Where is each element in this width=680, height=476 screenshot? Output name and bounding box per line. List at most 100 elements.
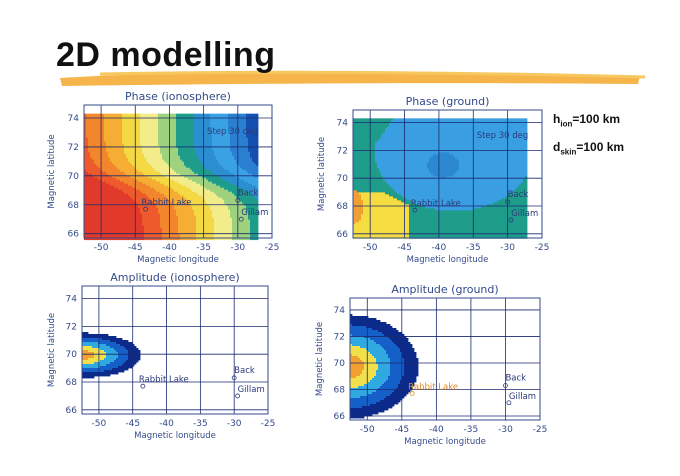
heatmap-cell [228, 191, 231, 195]
heatmap-cell [218, 227, 221, 231]
heatmap-cell [86, 197, 89, 201]
heatmap-cell [90, 171, 93, 175]
heatmap-cell [160, 149, 163, 153]
heatmap-cell [158, 135, 161, 139]
heatmap-cell [110, 191, 113, 195]
heatmap-cell [118, 121, 121, 125]
heatmap-cell [94, 143, 97, 147]
heatmap-cell [236, 177, 239, 181]
heatmap-cell [118, 197, 121, 201]
heatmap-cell [180, 229, 183, 233]
heatmap-cell [234, 169, 237, 173]
heatmap-cell [224, 143, 227, 147]
heatmap-cell [208, 147, 211, 151]
heatmap-cell [110, 229, 113, 233]
heatmap-cell [122, 157, 125, 161]
heatmap-cell [164, 155, 167, 159]
heatmap-cell [156, 135, 159, 139]
heatmap-cell [154, 139, 157, 143]
heatmap-cell [158, 161, 161, 165]
heatmap-cell [212, 173, 215, 177]
heatmap-cell [208, 169, 211, 173]
heatmap-cell [214, 233, 217, 237]
heatmap-cell [160, 227, 163, 231]
heatmap-cell [110, 231, 113, 235]
heatmap-cell [228, 161, 231, 165]
heatmap-cell [126, 223, 129, 227]
heatmap-cell [94, 223, 97, 227]
heatmap-cell [198, 155, 201, 159]
heatmap-cell [202, 231, 205, 235]
heatmap-cell [234, 167, 237, 171]
heatmap-cell [92, 235, 95, 239]
heatmap-cell [230, 231, 233, 235]
heatmap-cell [144, 113, 147, 117]
heatmap-cell [160, 191, 163, 195]
heatmap-cell [182, 237, 185, 241]
heatmap-cell [110, 185, 113, 189]
heatmap-cell [200, 129, 203, 133]
heatmap-cell [234, 211, 237, 215]
heatmap-cell [150, 225, 153, 229]
heatmap-cell [146, 173, 149, 177]
heatmap-cell [128, 207, 131, 211]
heatmap-cell [106, 141, 109, 145]
heatmap-cell [98, 197, 101, 201]
heatmap-cell [156, 183, 159, 187]
heatmap-cell [158, 133, 161, 137]
heatmap-cell [102, 159, 105, 163]
heatmap-cell [180, 227, 183, 231]
heatmap-cell [212, 157, 215, 161]
heatmap-cell [110, 115, 113, 119]
heatmap-cell [240, 169, 243, 173]
heatmap-cell [212, 143, 215, 147]
heatmap-cell [200, 117, 203, 121]
heatmap-cell [154, 195, 157, 199]
heatmap-cell [224, 155, 227, 159]
heatmap-cell [154, 121, 157, 125]
heatmap-cell [222, 183, 225, 187]
heatmap-cell [88, 225, 91, 229]
heatmap-cell [174, 157, 177, 161]
heatmap-cell [190, 157, 193, 161]
heatmap-cell [98, 193, 101, 197]
heatmap-cell [96, 165, 99, 169]
heatmap-cell [106, 209, 109, 213]
heatmap-cell [108, 167, 111, 171]
heatmap-cell [114, 117, 117, 121]
heatmap-cell [172, 119, 175, 123]
heatmap-cell [146, 129, 149, 133]
heatmap-cell [156, 115, 159, 119]
heatmap-cell [200, 189, 203, 193]
heatmap-cell [160, 233, 163, 237]
heatmap-cell [162, 175, 165, 179]
heatmap-cell [152, 205, 155, 209]
heatmap-cell [156, 209, 159, 213]
heatmap-cell [102, 127, 105, 131]
heatmap-cell [182, 137, 185, 141]
heatmap-cell [236, 129, 239, 133]
heatmap-cell [86, 115, 89, 119]
heatmap-cell [104, 115, 107, 119]
heatmap-cell [106, 233, 109, 237]
heatmap-cell [210, 235, 213, 239]
heatmap-cell [144, 131, 147, 135]
heatmap-cell [230, 219, 233, 223]
heatmap-cell [162, 157, 165, 161]
heatmap-cell [242, 137, 245, 141]
heatmap-cell [116, 139, 119, 143]
heatmap-cell [144, 199, 147, 203]
heatmap-cell [110, 159, 113, 163]
heatmap-cell [200, 151, 203, 155]
heatmap-cell [192, 179, 195, 183]
heatmap-cell [88, 223, 91, 227]
heatmap-cell [146, 121, 149, 125]
heatmap-cell [236, 219, 239, 223]
heatmap-cell [224, 133, 227, 137]
heatmap-cell [214, 149, 217, 153]
heatmap-cell [206, 151, 209, 155]
heatmap-cell [208, 139, 211, 143]
heatmap-cell [158, 199, 161, 203]
heatmap-cell [172, 219, 175, 223]
heatmap-cell [208, 117, 211, 121]
